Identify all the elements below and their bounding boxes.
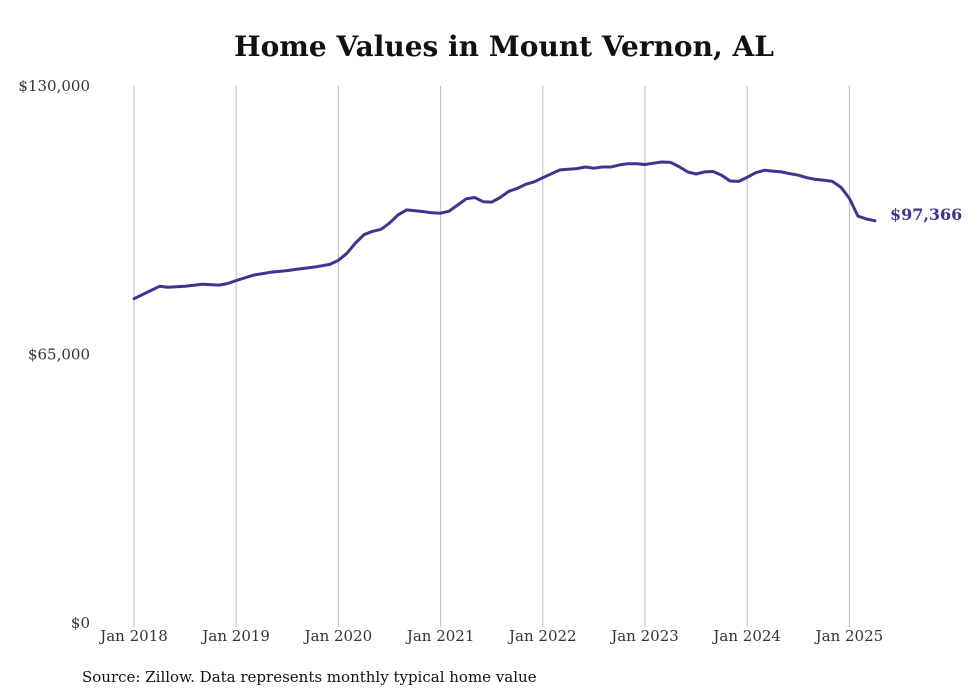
chart-title: Home Values in Mount Vernon, AL bbox=[234, 30, 774, 63]
x-tick-label: Jan 2021 bbox=[405, 627, 475, 645]
y-tick-label: $130,000 bbox=[18, 77, 90, 95]
end-value-label: $97,366 bbox=[890, 205, 962, 224]
x-tick-label: Jan 2018 bbox=[98, 627, 168, 645]
series-line bbox=[132, 160, 877, 301]
series: $97,366 bbox=[132, 160, 962, 301]
x-tick-label: Jan 2024 bbox=[711, 627, 781, 645]
x-tick-label: Jan 2025 bbox=[814, 627, 884, 645]
y-axis: $0 $65,000 $130,000 bbox=[18, 77, 90, 632]
source-note: Source: Zillow. Data represents monthly … bbox=[82, 668, 537, 686]
gridlines bbox=[133, 86, 850, 627]
x-tick-label: Jan 2019 bbox=[200, 627, 270, 645]
x-tick-label: Jan 2022 bbox=[507, 627, 577, 645]
x-tick-label: Jan 2023 bbox=[609, 627, 679, 645]
y-tick-label: $65,000 bbox=[28, 346, 90, 364]
y-tick-label: $0 bbox=[71, 614, 90, 632]
x-axis: Jan 2018 Jan 2019 Jan 2020 Jan 2021 Jan 2022… bbox=[98, 627, 883, 645]
x-tick-label: Jan 2020 bbox=[303, 627, 373, 645]
